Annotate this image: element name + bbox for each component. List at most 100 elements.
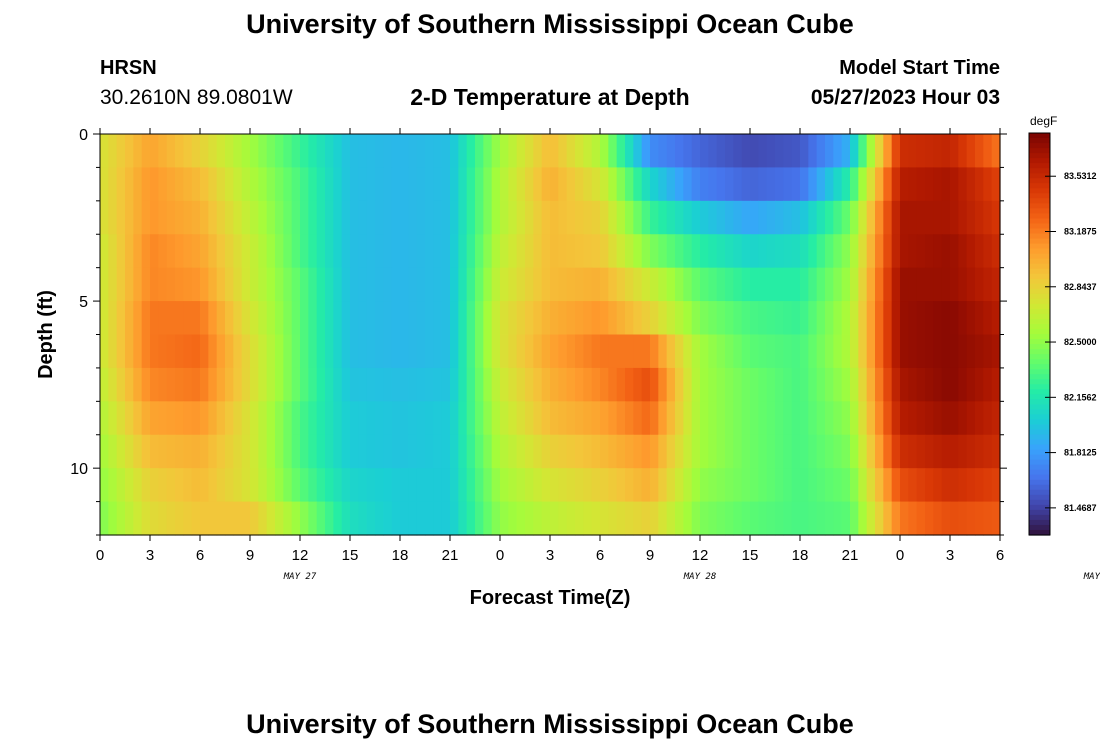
colorbar-segment xyxy=(1029,334,1050,340)
heatmap-cell xyxy=(733,200,743,235)
heatmap-cell xyxy=(441,301,451,336)
heatmap-cell xyxy=(508,234,518,269)
heatmap-cell xyxy=(866,334,876,369)
heatmap-cell xyxy=(908,501,918,536)
heatmap-cell xyxy=(641,167,651,202)
heatmap-cell xyxy=(475,267,484,302)
heatmap-cell xyxy=(191,501,201,536)
heatmap-cell xyxy=(850,267,859,302)
heatmap-cell xyxy=(550,200,559,235)
heatmap-cell xyxy=(500,367,509,402)
heatmap-cell xyxy=(675,234,684,269)
heatmap-cell xyxy=(491,334,501,369)
heatmap-cell xyxy=(383,367,393,402)
heatmap-cell xyxy=(166,468,176,503)
heatmap-cell xyxy=(533,167,543,202)
heatmap-cell xyxy=(908,434,918,469)
heatmap-cell xyxy=(591,234,601,269)
heatmap-cell xyxy=(891,367,901,402)
heatmap-cell xyxy=(975,200,984,235)
heatmap-cell xyxy=(766,468,776,503)
heatmap-cell xyxy=(258,134,268,169)
heatmap-cell xyxy=(616,200,626,235)
heatmap-cell xyxy=(233,334,243,369)
colorbar-segment xyxy=(1029,323,1050,330)
heatmap-cell xyxy=(458,434,468,469)
heatmap-cell xyxy=(575,234,584,269)
heatmap-cell xyxy=(900,301,909,336)
heatmap-cell xyxy=(150,200,159,235)
heatmap-cell xyxy=(275,267,284,302)
heatmap-cell xyxy=(508,134,518,169)
heatmap-cell xyxy=(533,434,543,469)
heatmap-cell xyxy=(333,267,343,302)
heatmap-cell xyxy=(158,501,168,536)
heatmap-cell xyxy=(925,200,934,235)
heatmap-cell xyxy=(808,234,818,269)
heatmap-cell xyxy=(933,501,943,536)
heatmap-cell xyxy=(366,167,376,202)
heatmap-cell xyxy=(416,301,426,336)
heatmap-cell xyxy=(558,234,568,269)
heatmap-cell xyxy=(708,434,718,469)
heatmap-cell xyxy=(600,401,609,436)
heatmap-cell xyxy=(808,434,818,469)
heatmap-cell xyxy=(458,334,468,369)
heatmap-cell xyxy=(633,468,643,503)
heatmap-cell xyxy=(341,367,351,402)
heatmap-cell xyxy=(566,134,576,169)
heatmap-cell xyxy=(550,501,559,536)
heatmap-cell xyxy=(875,134,884,169)
heatmap-cell xyxy=(166,334,176,369)
heatmap-cell xyxy=(775,134,784,169)
heatmap-cell xyxy=(525,134,534,169)
heatmap-cell xyxy=(241,234,251,269)
heatmap-cell xyxy=(150,267,159,302)
heatmap-cell xyxy=(616,234,626,269)
heatmap-cell xyxy=(266,434,276,469)
heatmap-cell xyxy=(516,200,526,235)
colorbar-segment xyxy=(1029,369,1050,375)
heatmap-cell xyxy=(991,301,1001,336)
heatmap-cell xyxy=(716,468,726,503)
heatmap-cell xyxy=(216,301,226,336)
heatmap-cell xyxy=(183,167,193,202)
heatmap-cell xyxy=(516,167,526,202)
heatmap-cell xyxy=(250,401,259,436)
heatmap-cell xyxy=(958,367,968,402)
colorbar-segment xyxy=(1029,273,1050,280)
heatmap-cell xyxy=(791,401,801,436)
heatmap-cell xyxy=(466,434,476,469)
heatmap-cell xyxy=(100,234,109,269)
heatmap-cell xyxy=(500,200,509,235)
heatmap-cell xyxy=(116,401,126,436)
heatmap-cell xyxy=(325,334,334,369)
heatmap-cell xyxy=(191,367,201,402)
colorbar-segment xyxy=(1029,193,1050,199)
x-tick-label: 12 xyxy=(292,547,309,564)
heatmap-cell xyxy=(125,468,134,503)
heatmap-cell xyxy=(558,267,568,302)
heatmap-cell xyxy=(550,468,559,503)
heatmap-cell xyxy=(733,267,743,302)
colorbar-segment xyxy=(1029,208,1050,215)
heatmap-cell xyxy=(341,267,351,302)
heatmap-cell xyxy=(108,200,118,235)
heatmap-cell xyxy=(683,167,693,202)
heatmap-cell xyxy=(333,167,343,202)
heatmap-cell xyxy=(500,468,509,503)
heatmap-cell xyxy=(216,200,226,235)
heatmap-cell xyxy=(875,167,884,202)
heatmap-cell xyxy=(133,134,143,169)
heatmap-cell xyxy=(425,267,434,302)
heatmap-cell xyxy=(791,367,801,402)
heatmap-cell xyxy=(325,200,334,235)
heatmap-cell xyxy=(200,267,209,302)
heatmap-cell xyxy=(683,134,693,169)
heatmap-cell xyxy=(708,301,718,336)
heatmap-cell xyxy=(625,167,634,202)
heatmap-cell xyxy=(983,267,993,302)
heatmap-cell xyxy=(958,267,968,302)
heatmap-cell xyxy=(941,301,951,336)
heatmap-cell xyxy=(758,468,768,503)
